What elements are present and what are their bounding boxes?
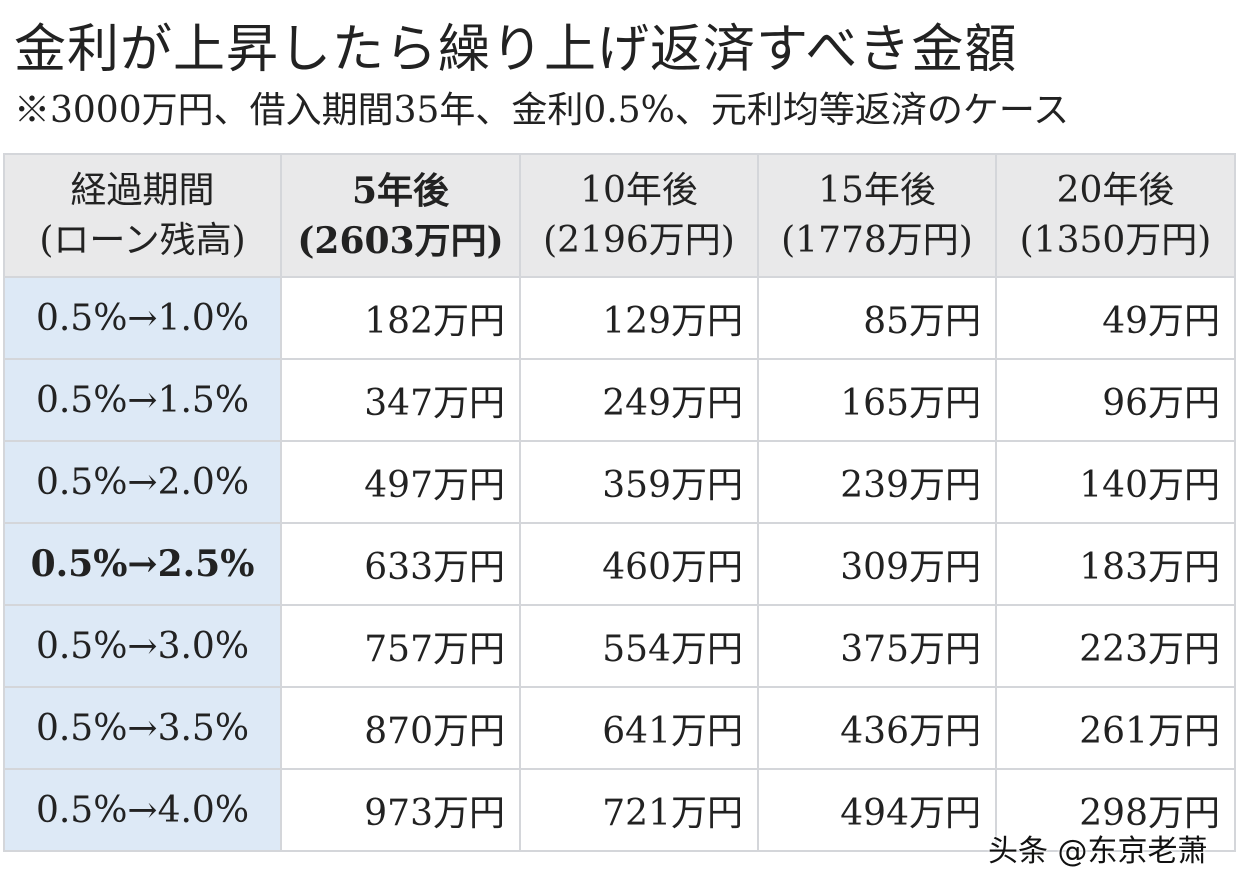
page-subtitle: ※3000万円、借入期間35年、金利0.5%、元利均等返済のケース bbox=[14, 90, 1070, 131]
page-title: 金利が上昇したら繰り上げ返済すべき金額 bbox=[14, 20, 1018, 80]
repayment-amount-cell: 239万円 bbox=[757, 440, 997, 524]
repayment-amount-cell: 96万円 bbox=[995, 358, 1236, 442]
column-header-line1: 経過期間 bbox=[70, 169, 215, 211]
column-header: 15年後 (1778万円) bbox=[757, 153, 997, 278]
repayment-amount-cell: 223万円 bbox=[995, 604, 1236, 688]
column-header: 5年後 (2603万円) bbox=[280, 153, 521, 278]
repayment-amount-cell: 973万円 bbox=[280, 768, 521, 852]
column-header-line2: (ローン残高) bbox=[39, 219, 246, 261]
repayment-amount-cell: 261万円 bbox=[995, 686, 1236, 770]
repayment-amount-cell: 870万円 bbox=[280, 686, 521, 770]
rate-change-cell: 0.5%→2.0% bbox=[3, 440, 282, 524]
repayment-amount-cell: 309万円 bbox=[757, 522, 997, 606]
repayment-amount-cell: 347万円 bbox=[280, 358, 521, 442]
repayment-amount-cell: 436万円 bbox=[757, 686, 997, 770]
column-header: 経過期間 (ローン残高) bbox=[3, 153, 282, 278]
table-row: 0.5%→2.5% 633万円 460万円 309万円 183万円 bbox=[3, 522, 1236, 606]
column-header-line2: (2603万円) bbox=[297, 219, 504, 262]
repayment-amount-cell: 249万円 bbox=[519, 358, 759, 442]
column-header-line2: (1778万円) bbox=[781, 219, 973, 261]
repayment-amount-cell: 460万円 bbox=[519, 522, 759, 606]
repayment-amount-cell: 183万円 bbox=[995, 522, 1236, 606]
table-row: 0.5%→4.0% 973万円 721万円 494万円 298万円 bbox=[3, 768, 1236, 852]
repayment-amount-cell: 721万円 bbox=[519, 768, 759, 852]
table-row: 0.5%→1.0% 182万円 129万円 85万円 49万円 bbox=[3, 276, 1236, 360]
repayment-amount-cell: 140万円 bbox=[995, 440, 1236, 524]
column-header-line2: (2196万円) bbox=[543, 219, 735, 261]
repayment-amount-cell: 85万円 bbox=[757, 276, 997, 360]
column-header-line1: 5年後 bbox=[351, 169, 450, 212]
repayment-amount-cell: 494万円 bbox=[757, 768, 997, 852]
rate-change-cell: 0.5%→1.5% bbox=[3, 358, 282, 442]
repayment-amount-cell: 497万円 bbox=[280, 440, 521, 524]
repayment-amount-cell: 641万円 bbox=[519, 686, 759, 770]
repayment-amount-cell: 554万円 bbox=[519, 604, 759, 688]
repayment-amount-cell: 165万円 bbox=[757, 358, 997, 442]
column-header: 20年後 (1350万円) bbox=[995, 153, 1236, 278]
column-header-line1: 15年後 bbox=[818, 169, 936, 211]
rate-change-cell: 0.5%→3.0% bbox=[3, 604, 282, 688]
rate-change-cell: 0.5%→1.0% bbox=[3, 276, 282, 360]
repayment-amount-cell: 49万円 bbox=[995, 276, 1236, 360]
rate-change-cell: 0.5%→4.0% bbox=[3, 768, 282, 852]
repayment-amount-cell: 359万円 bbox=[519, 440, 759, 524]
repayment-amount-cell: 182万円 bbox=[280, 276, 521, 360]
table-row: 0.5%→1.5% 347万円 249万円 165万円 96万円 bbox=[3, 358, 1236, 442]
rate-change-cell: 0.5%→3.5% bbox=[3, 686, 282, 770]
repayment-amount-cell: 129万円 bbox=[519, 276, 759, 360]
repayment-amount-cell: 633万円 bbox=[280, 522, 521, 606]
repayment-amount-cell: 298万円 bbox=[995, 768, 1236, 852]
table-row: 0.5%→2.0% 497万円 359万円 239万円 140万円 bbox=[3, 440, 1236, 524]
repayment-table: 経過期間 (ローン残高) 5年後 (2603万円) 10年後 (2196万円) 15年後 (1… bbox=[3, 153, 1236, 852]
header-row: 経過期間 (ローン残高) 5年後 (2603万円) 10年後 (2196万円) 15年後 (1… bbox=[3, 153, 1236, 278]
repayment-amount-cell: 757万円 bbox=[280, 604, 521, 688]
column-header: 10年後 (2196万円) bbox=[519, 153, 759, 278]
column-header-line1: 20年後 bbox=[1056, 169, 1175, 211]
repayment-amount-cell: 375万円 bbox=[757, 604, 997, 688]
table-row: 0.5%→3.5% 870万円 641万円 436万円 261万円 bbox=[3, 686, 1236, 770]
column-header-line1: 10年後 bbox=[580, 169, 698, 211]
table-row: 0.5%→3.0% 757万円 554万円 375万円 223万円 bbox=[3, 604, 1236, 688]
column-header-line2: (1350万円) bbox=[1019, 219, 1212, 261]
watermark: 头条 @东京老萧 bbox=[988, 834, 1208, 869]
rate-change-cell: 0.5%→2.5% bbox=[3, 522, 282, 606]
